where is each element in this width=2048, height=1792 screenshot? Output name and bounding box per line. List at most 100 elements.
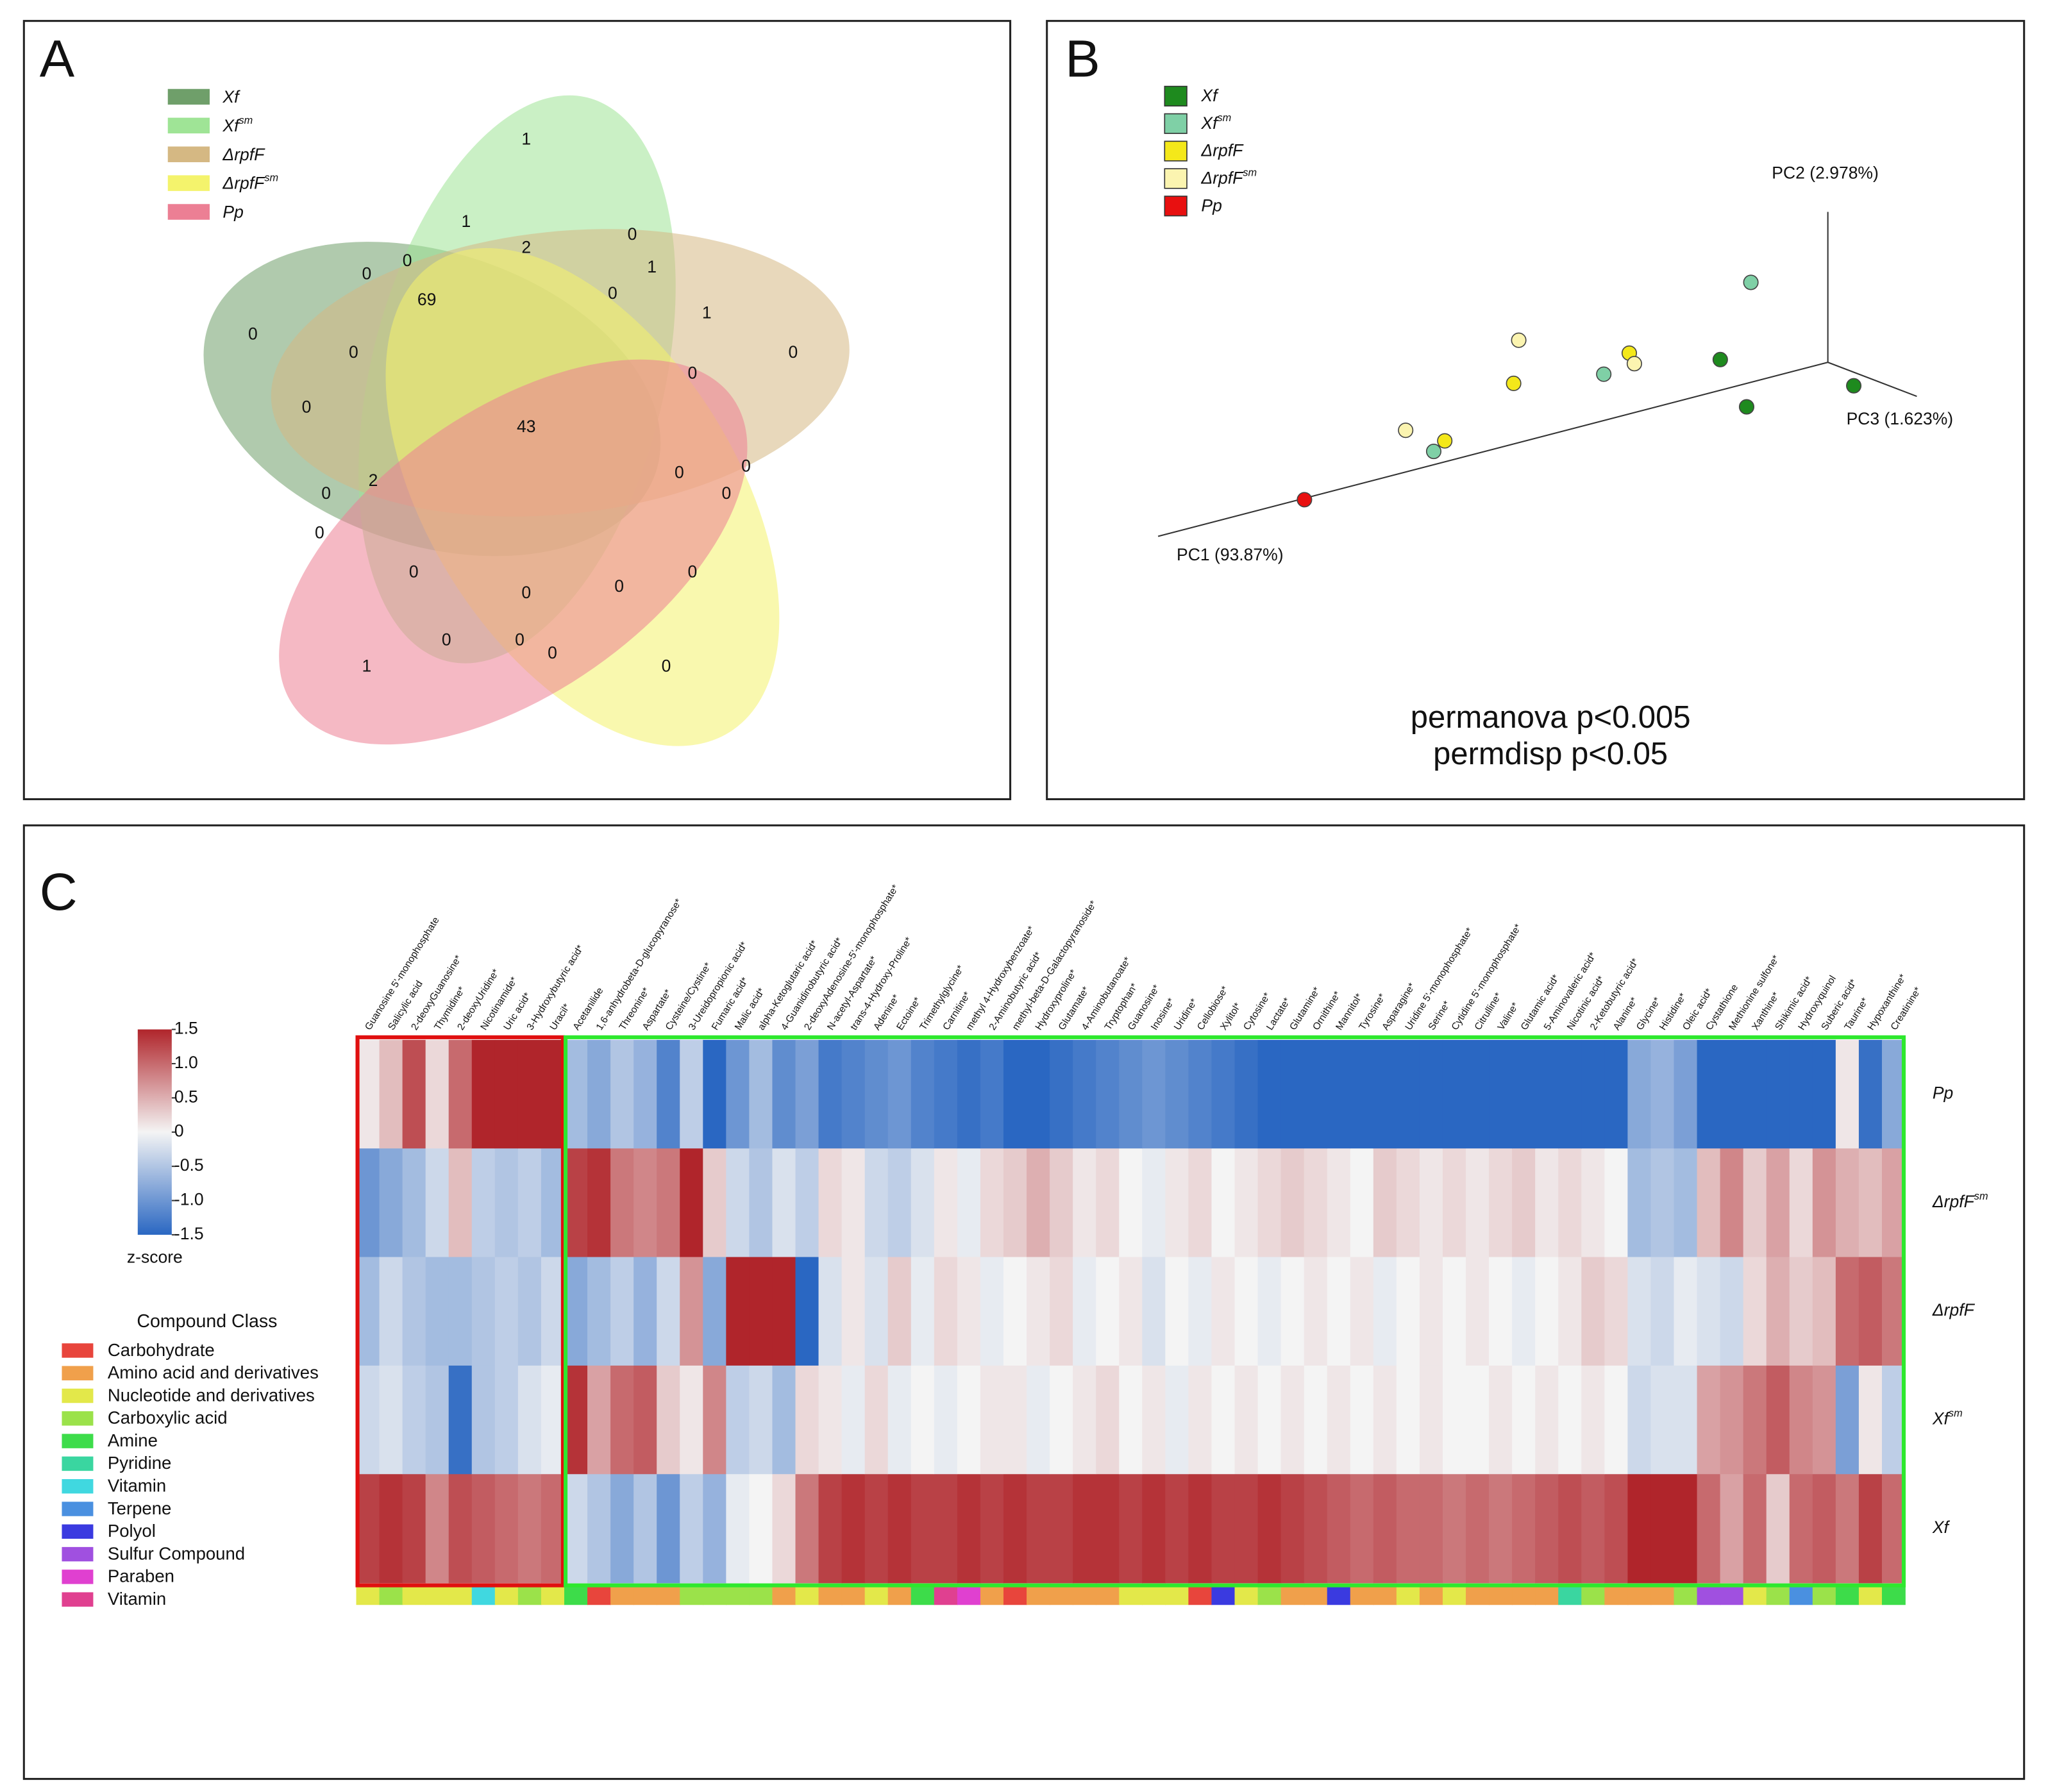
heat-cell	[841, 1257, 866, 1366]
heat-cell	[911, 1365, 935, 1475]
legend-swatch	[62, 1434, 94, 1448]
heat-cell	[425, 1257, 449, 1366]
name: ΔrpfF	[222, 145, 265, 164]
heat-cell	[957, 1474, 981, 1584]
heat-cell	[818, 1257, 843, 1366]
heat-cell	[1558, 1257, 1582, 1366]
axis-label: PC1 (93.87%)	[1177, 545, 1284, 564]
heat-cell	[517, 1039, 542, 1150]
class-cell	[1535, 1585, 1559, 1605]
heat-cell	[726, 1365, 750, 1475]
heat-cell	[1442, 1148, 1466, 1258]
heat-cell	[634, 1148, 658, 1258]
heat-cell	[1466, 1039, 1490, 1150]
heat-cell	[1234, 1039, 1259, 1150]
heat-cell	[841, 1365, 866, 1475]
class-cell	[726, 1585, 750, 1605]
legend-swatch	[1164, 113, 1188, 134]
class-cell	[1581, 1585, 1606, 1605]
legend-label: Pyridine	[108, 1453, 171, 1473]
heat-cell	[1604, 1039, 1629, 1150]
region-count: 0	[687, 363, 697, 382]
heat-cell	[1188, 1039, 1213, 1150]
region-count: 2	[521, 238, 531, 257]
heat-cell	[864, 1039, 889, 1150]
heat-cell	[610, 1257, 634, 1366]
heat-cell	[1535, 1148, 1559, 1258]
heat-cell	[1396, 1365, 1420, 1475]
heat-cell	[1858, 1039, 1883, 1150]
heat-cell	[1858, 1148, 1883, 1258]
panel-a-frame	[22, 20, 1012, 801]
heat-cell	[1165, 1365, 1189, 1475]
heat-cell	[610, 1365, 634, 1475]
heat-cell	[1812, 1474, 1836, 1584]
colorbar-tick-label: -0.5	[174, 1155, 204, 1175]
name: ΔrpfF	[1932, 1300, 1976, 1319]
heat-cell	[448, 1365, 473, 1475]
name: ΔrpfF	[1932, 1192, 1976, 1211]
class-cell	[1835, 1585, 1859, 1605]
heat-cell	[1257, 1039, 1282, 1150]
name: ΔrpfF	[222, 174, 265, 193]
legend-label: Sulfur Compound	[108, 1543, 245, 1563]
heat-cell	[1812, 1148, 1836, 1258]
panel-c-frame	[22, 824, 2026, 1780]
heat-cell	[1073, 1148, 1097, 1258]
heat-cell	[680, 1257, 704, 1366]
legend-title: Compound Class	[137, 1311, 277, 1332]
heat-cell	[356, 1257, 380, 1366]
heat-cell	[1489, 1474, 1513, 1584]
class-cell	[564, 1585, 588, 1605]
heat-cell	[1766, 1148, 1790, 1258]
heat-cell	[795, 1257, 819, 1366]
heat-cell	[1142, 1257, 1166, 1366]
heat-cell	[1789, 1365, 1813, 1475]
heat-cell	[1604, 1257, 1629, 1366]
heat-cell	[795, 1148, 819, 1258]
legend-label: ΔrpfFsm	[1200, 167, 1257, 188]
heat-cell	[1419, 1257, 1443, 1366]
set-ellipse	[279, 359, 748, 745]
region-count: 0	[687, 562, 697, 582]
class-cell	[934, 1585, 958, 1605]
name: Xf	[1200, 86, 1219, 105]
heat-cell	[1881, 1474, 1906, 1584]
region-count: 0	[403, 251, 412, 270]
legend-label: ΔrpfFsm	[222, 172, 278, 193]
class-cell	[587, 1585, 611, 1605]
heat-cell	[934, 1365, 958, 1475]
heat-cell	[634, 1474, 658, 1584]
region-count: 2	[369, 471, 378, 490]
class-cell	[1442, 1585, 1466, 1605]
class-cell	[818, 1585, 843, 1605]
heat-cell	[425, 1474, 449, 1584]
legend-label: Vitamin	[108, 1476, 166, 1496]
legend-swatch	[62, 1478, 94, 1494]
heat-cell	[1558, 1474, 1582, 1584]
heat-cell	[1373, 1257, 1397, 1366]
panel-label: C	[40, 863, 78, 921]
heat-cell	[726, 1474, 750, 1584]
heat-cell	[1280, 1039, 1305, 1150]
heat-cell	[749, 1257, 773, 1366]
heat-cell	[1627, 1257, 1652, 1366]
heat-cell	[980, 1365, 1004, 1475]
heat-cell	[1373, 1148, 1397, 1258]
region-count: 0	[721, 483, 731, 503]
heat-cell	[1535, 1365, 1559, 1475]
class-cell	[1165, 1585, 1189, 1605]
heat-cell	[402, 1474, 426, 1584]
heat-cell	[980, 1257, 1004, 1366]
colorbar-tick-label: 1.0	[174, 1053, 198, 1072]
heat-cell	[1535, 1039, 1559, 1150]
legend-label: ΔrpfF	[222, 145, 265, 164]
superscript: sm	[239, 115, 253, 126]
heat-cell	[703, 1257, 727, 1366]
heat-cell	[634, 1365, 658, 1475]
heat-cell	[1535, 1257, 1559, 1366]
heat-cell	[1165, 1474, 1189, 1584]
heat-cell	[841, 1474, 866, 1584]
heat-cell	[726, 1148, 750, 1258]
